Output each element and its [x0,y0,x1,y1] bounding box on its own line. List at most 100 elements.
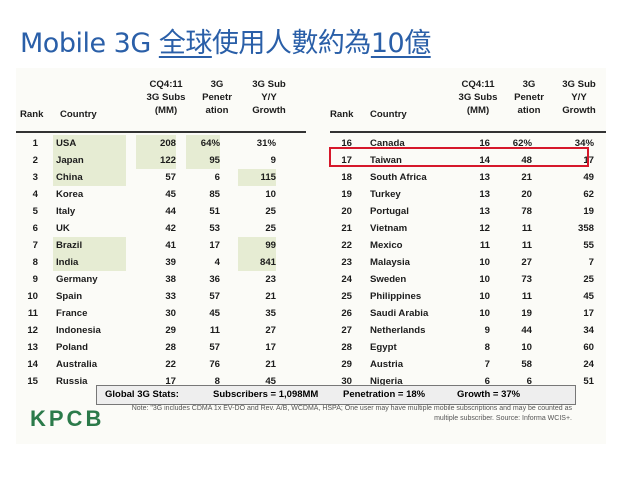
growth-cell: 51 [583,376,594,387]
subs-cell: 122 [136,152,176,169]
penetration-cell: 6 [526,376,532,387]
header-growth-line-3: Growth [252,105,286,116]
header-penetration: 3G Penetr ation [506,78,552,117]
table-row: 29 Austria 7 58 24 [330,356,606,373]
header-subs-line-3: (MM) [154,105,178,116]
header-growth-line-1: 3G Sub [252,79,286,90]
global-stats-bar: Global 3G Stats: Subscribers = 1,098MM P… [96,385,576,405]
country-cell: Taiwan [370,155,402,166]
penetration-cell: 73 [521,274,532,285]
penetration-cell: 21 [521,172,532,183]
stats-label: Global 3G Stats: [105,389,179,400]
rank-cell: 9 [32,274,38,285]
subs-cell: 13 [479,206,490,217]
penetration-cell: 95 [186,152,220,169]
table-row: 18 South Africa 13 21 49 [330,169,606,186]
header-pen-line-1: 3G [522,79,536,90]
subs-cell: 11 [479,240,490,251]
country-cell: Sweden [370,274,407,285]
growth-cell: 10 [265,189,276,200]
header-subs: CQ4:11 3G Subs (MM) [450,78,506,117]
left-header-divider [16,131,306,133]
subs-cell: 44 [165,206,176,217]
rank-cell: 4 [32,189,38,200]
header-growth-line-2: Y/Y [261,92,277,103]
country-cell: Spain [56,291,83,302]
penetration-cell: 57 [209,342,220,353]
penetration-cell: 6 [214,172,220,183]
slide-title: Mobile 3G 全球使用人數約為10億 [20,24,431,64]
rank-cell: 2 [32,155,38,166]
header-country: Country [370,109,407,120]
country-cell: France [56,308,88,319]
table-row: 20 Portugal 13 78 19 [330,203,606,220]
subs-cell: 33 [165,291,176,302]
subs-cell: 8 [484,342,490,353]
subs-cell: 10 [479,274,490,285]
table-row: 25 Philippines 10 11 45 [330,288,606,305]
stats-penetration: Penetration = 18% [343,389,426,400]
rank-cell: 18 [341,172,352,183]
header-pen-line-3: ation [517,105,541,116]
footnote-line-2: multiple subscriber. Source: Informa WCI… [434,415,572,422]
table-row: 21 Vietnam 12 11 358 [330,220,606,237]
penetration-cell: 8 [214,376,220,387]
title-count: 10億 [370,28,431,59]
subs-cell: 10 [479,291,490,302]
subs-cell: 30 [165,308,176,319]
country-cell: India [53,254,126,271]
penetration-cell: 11 [521,223,532,234]
table-row: 16 Canada 16 62% 34% [330,135,606,152]
header-growth-line-1: 3G Sub [562,79,596,90]
penetration-cell: 11 [209,325,220,336]
kpcb-logo: KPCB [30,406,105,431]
country-cell: Mexico [370,240,403,251]
header-penetration: 3G Penetr ation [194,78,240,117]
growth-cell: 99 [238,237,276,254]
subs-cell: 28 [165,342,176,353]
subs-cell: 16 [479,138,490,149]
subs-cell: 39 [165,257,176,268]
rank-cell: 19 [341,189,352,200]
country-cell: Vietnam [370,223,408,234]
rank-cell: 30 [341,376,352,387]
subs-cell: 10 [479,308,490,319]
table-panel: Rank Country CQ4:11 3G Subs (MM) 3G Penetr a… [16,68,606,444]
right-table-header: Rank Country CQ4:11 3G Subs (MM) 3G Penetr a… [330,78,606,130]
table-row: 6 UK 42 53 25 [16,220,306,237]
rank-cell: 24 [341,274,352,285]
country-cell: Russia [56,376,88,387]
title-prefix: Mobile 3G [20,28,159,59]
rank-cell: 16 [341,138,352,149]
table-row: 22 Mexico 11 11 55 [330,237,606,254]
penetration-cell: 45 [209,308,220,319]
footnote-line-1: Note: "3G includes CDMA 1x EV-DO and Rev… [131,405,572,412]
country-cell: China [53,169,126,186]
table-row: 23 Malaysia 10 27 7 [330,254,606,271]
subs-cell: 7 [484,359,490,370]
table-row: 4 Korea 45 85 10 [16,186,306,203]
penetration-cell: 10 [521,342,532,353]
country-cell: Australia [56,359,98,370]
table-row: 7 Brazil 41 17 99 [16,237,306,254]
rank-cell: 15 [27,376,38,387]
subs-cell: 13 [479,189,490,200]
rank-cell: 20 [341,206,352,217]
subs-cell: 38 [165,274,176,285]
growth-cell: 34% [574,138,594,149]
title-middle: 使用人數約為 [211,28,372,59]
header-pen-line-3: ation [205,105,229,116]
growth-cell: 358 [577,223,594,234]
taiwan-highlight-box [329,147,589,167]
title-global: 全球 [158,28,213,59]
growth-cell: 60 [583,342,594,353]
table-row: 2 Japan 122 95 9 [16,152,306,169]
table-row: 3 China 57 6 115 [16,169,306,186]
penetration-cell: 4 [214,257,220,268]
country-cell: Nigeria [370,376,403,387]
penetration-cell: 51 [209,206,220,217]
rank-cell: 5 [32,206,38,217]
subs-cell: 41 [165,240,176,251]
rank-cell: 8 [32,257,38,268]
table-row: 27 Netherlands 9 44 34 [330,322,606,339]
